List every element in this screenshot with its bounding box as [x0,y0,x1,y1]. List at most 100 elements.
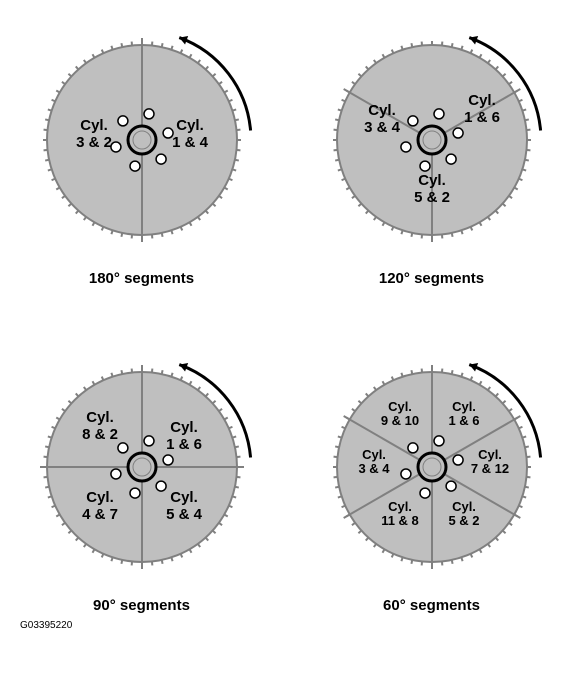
tooth [68,401,71,404]
tooth [373,387,375,390]
tooth [335,119,339,120]
tooth [232,109,236,110]
tooth [479,381,481,384]
bolt-hole [446,481,456,491]
tooth [218,409,221,411]
tooth [382,381,384,384]
tooth [337,109,341,110]
caption-seg120: 120° segments [379,270,484,287]
tooth [92,54,94,57]
tooth [161,43,162,47]
bolt-hole [110,142,120,152]
tooth [522,109,526,110]
tooth [373,60,375,63]
tooth [358,531,361,534]
tooth [518,179,522,181]
tooth [341,427,345,429]
tooth [518,427,522,429]
tooth [411,370,412,374]
tooth [171,557,172,561]
cyl-label-0: Cyl. [86,409,114,426]
tooth [495,66,498,69]
tooth [234,160,238,161]
tooth [401,373,402,377]
tooth [373,544,375,547]
tooth [522,496,526,497]
tooth [189,381,191,384]
tooth [365,211,368,214]
tooth [228,506,232,508]
tooth [121,560,122,564]
panel-seg90: Cyl.8 & 2Cyl.1 & 6Cyl.4 & 7Cyl.5 & 490° … [22,347,262,614]
tooth [518,100,522,102]
tooth [495,538,498,541]
tooth [56,188,59,190]
tooth [111,46,112,50]
tooth [232,169,236,170]
bolt-hole [130,161,140,171]
tooth [461,46,462,50]
tooth [487,217,489,220]
tooth [101,377,103,381]
tooth [391,227,393,231]
bolt-hole [400,469,410,479]
tooth [51,100,55,102]
cyl-label-3-line2: 5 & 4 [166,506,203,523]
tooth [47,109,51,110]
tooth [45,119,49,120]
tooth [411,233,412,237]
cyl-label-3-line2: 7 & 12 [470,461,508,476]
tooth [382,222,384,225]
tooth [479,54,481,57]
panel-seg180: Cyl.3 & 2Cyl.1 & 4180° segments [22,20,262,287]
tooth [83,60,85,63]
bolt-hole [446,154,456,164]
tooth [61,523,64,525]
tooth [411,560,412,564]
tooth [56,515,59,517]
tooth [228,427,232,429]
tooth [205,66,208,69]
tooth [351,196,354,198]
tooth [171,230,172,234]
tooth [83,544,85,547]
cyl-label-1-line2: 1 & 6 [166,436,202,453]
tooth [197,387,199,390]
tooth [56,91,59,93]
cyl-label-0-line2: 3 & 4 [364,119,401,136]
cyl-label-0-line2: 3 & 2 [76,134,112,151]
tooth [92,549,94,552]
tooth [365,66,368,69]
tooth [197,544,199,547]
tooth [61,409,64,411]
bolt-hole [453,128,463,138]
tooth [508,82,511,84]
bolt-hole [143,109,153,119]
tooth [161,560,162,564]
cyl-label-4: Cyl. [388,499,412,514]
tooth [346,188,349,190]
tooth [75,393,78,396]
figure-id: G03395220 [20,620,553,631]
tooth [212,401,215,404]
tooth [335,446,339,447]
tooth [121,233,122,237]
tooth [51,506,55,508]
tooth [197,217,199,220]
tooth [111,557,112,561]
tooth [218,82,221,84]
tooth [101,50,103,54]
cyl-label-5: Cyl. [452,499,476,514]
tooth [335,487,339,488]
tooth [461,230,462,234]
tooth [391,50,393,54]
tooth [373,217,375,220]
tooth [51,427,55,429]
tooth [121,370,122,374]
tooth [351,82,354,84]
tooth [189,54,191,57]
bolt-hole [407,116,417,126]
tooth [451,370,452,374]
tooth [180,227,182,231]
cyl-label-1: Cyl. [452,399,476,414]
